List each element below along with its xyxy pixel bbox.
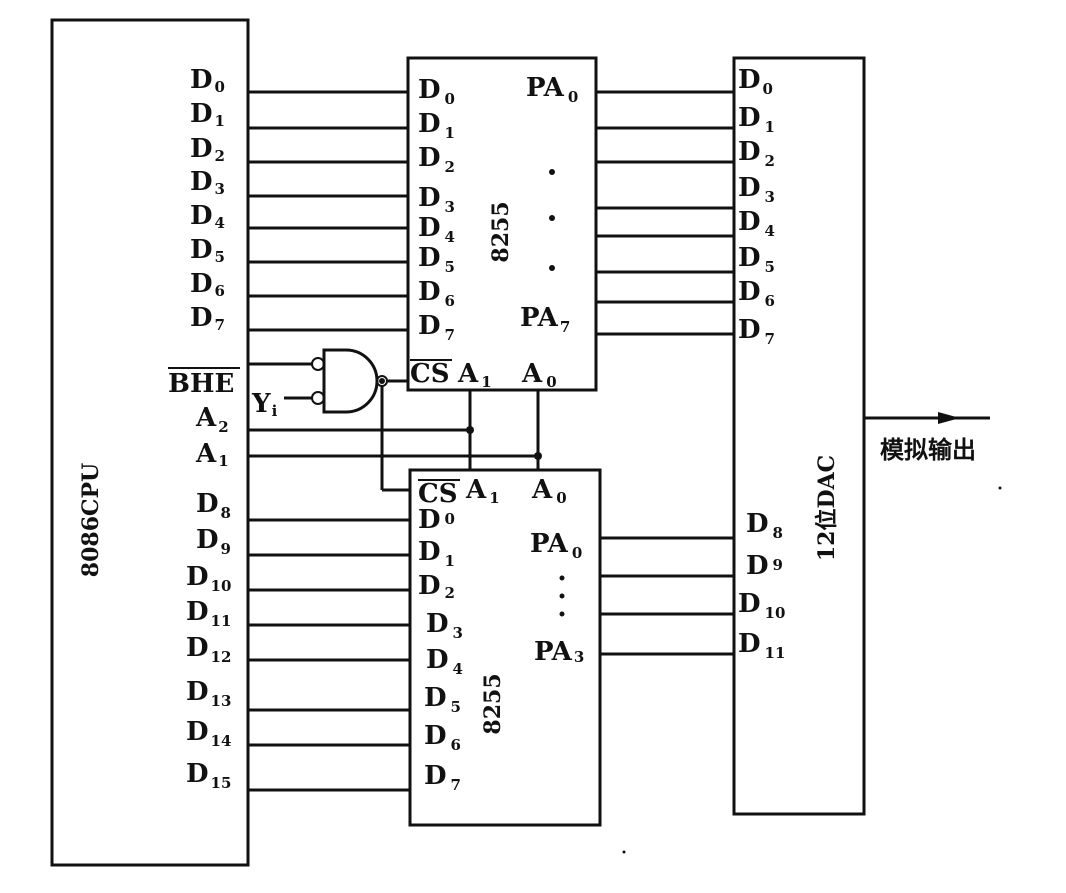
- cpu-pin-d10: D 10: [186, 562, 231, 595]
- u8255-pa0: PA 0: [526, 73, 578, 106]
- l8255-pa0: PA 0: [530, 529, 582, 562]
- lower-pa-bus: [600, 536, 734, 656]
- upper-8255-block: [406, 56, 598, 392]
- u8255-pa7: PA 7: [520, 303, 570, 336]
- cpu-pin-d11: D 11: [186, 597, 231, 630]
- upper-pa-bus: [596, 90, 734, 336]
- cpu-pin-bhe: BHE: [168, 369, 234, 399]
- u8255-cs: CS: [410, 359, 449, 389]
- lower-data-bus: [248, 518, 410, 792]
- lower-8255-block: [408, 468, 602, 827]
- u8255-name: 8255: [488, 201, 514, 262]
- cpu-pin-d14: D 14: [186, 717, 231, 750]
- dac-d11: D 11: [738, 629, 785, 662]
- l8255-cs: CS: [418, 479, 457, 509]
- upper-ellipsis: [549, 169, 555, 271]
- chip-select-logic: [248, 348, 410, 492]
- lower-ellipsis: [559, 575, 565, 617]
- stray-mark: [998, 486, 1002, 490]
- l8255-name: 8255: [480, 673, 506, 734]
- nand-gate: [322, 348, 379, 414]
- gate-y-input: Yi: [251, 389, 278, 420]
- cpu-name: 8086CPU: [78, 463, 104, 577]
- cpu-pin-d13: D 13: [186, 677, 231, 710]
- address-lines: [248, 390, 542, 470]
- dac-block: [732, 56, 866, 816]
- dac-name: 12位DAC: [814, 455, 840, 561]
- cpu-block: [50, 18, 250, 867]
- stray-mark-2: [622, 850, 626, 854]
- dac-d10: D 10: [738, 589, 785, 622]
- l8255-pa3: PA 3: [534, 637, 584, 667]
- cpu-pin-d15: D 15: [186, 759, 231, 792]
- cpu-pin-d12: D 12: [186, 633, 231, 666]
- upper-data-bus: [248, 90, 408, 332]
- analog-output: [864, 412, 990, 424]
- analog-output-label: 模拟输出: [880, 435, 976, 464]
